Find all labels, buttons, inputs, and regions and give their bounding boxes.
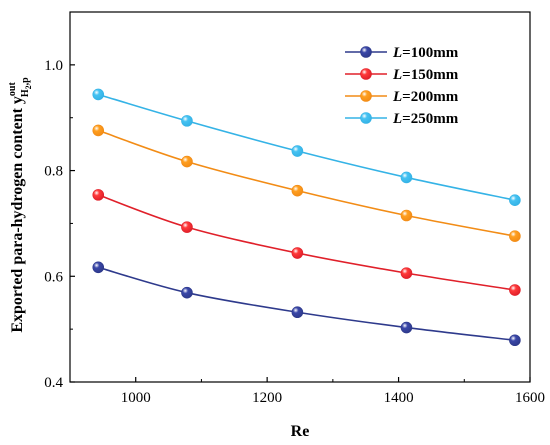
x-axis-title: Re xyxy=(291,423,310,440)
data-point xyxy=(181,286,193,299)
series-line xyxy=(97,194,516,291)
x-tick-label: 1200 xyxy=(252,390,282,406)
legend-marker xyxy=(360,46,372,58)
series-layer xyxy=(92,88,521,347)
data-point xyxy=(181,155,193,168)
data-point xyxy=(92,88,105,101)
legend-marker xyxy=(360,90,372,102)
data-point xyxy=(291,184,304,197)
legend-label: L=100mm xyxy=(392,45,459,61)
legend: L=100mm L=150mm L=200mm L=250mm xyxy=(345,45,459,127)
data-point xyxy=(400,321,413,334)
data-point xyxy=(92,189,105,201)
data-point xyxy=(509,194,521,206)
legend-marker xyxy=(360,112,372,124)
legend-label: L=150mm xyxy=(392,67,459,83)
data-point xyxy=(92,124,105,137)
data-point xyxy=(92,261,105,274)
series-line xyxy=(98,266,515,342)
x-tick-label: 1600 xyxy=(515,390,545,406)
data-point xyxy=(509,284,521,296)
x-tick-label: 1400 xyxy=(384,390,414,406)
y-tick-label: 0.4 xyxy=(44,375,63,391)
data-point xyxy=(291,306,304,319)
data-point xyxy=(291,145,304,157)
series-line xyxy=(97,129,516,237)
data-point xyxy=(181,115,193,127)
data-point xyxy=(400,267,413,279)
legend-label: L=200mm xyxy=(392,89,459,105)
legend-label: L=250mm xyxy=(392,111,459,127)
x-tick-label: 1000 xyxy=(121,390,151,406)
y-tick-label: 0.8 xyxy=(44,164,63,180)
y-axis-title: Exported para-hydrogen content yout H2,p xyxy=(7,77,33,333)
data-point xyxy=(509,230,521,242)
legend-marker xyxy=(360,68,372,80)
data-point xyxy=(400,171,413,184)
tick-layer: 1000 1200 1400 1600 0.4 0.6 0.8 1.0 xyxy=(44,58,545,406)
data-point xyxy=(400,209,413,222)
y-tick-label: 1.0 xyxy=(44,58,63,74)
y-tick-label: 0.6 xyxy=(44,269,63,285)
data-point xyxy=(509,334,521,347)
data-point xyxy=(181,221,193,233)
plot-frame xyxy=(69,11,531,383)
data-point xyxy=(291,247,304,259)
